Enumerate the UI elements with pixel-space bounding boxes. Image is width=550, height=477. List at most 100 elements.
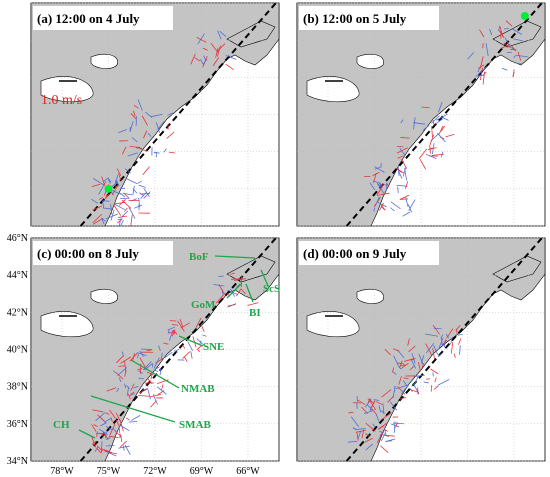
current-vector [419, 159, 427, 170]
current-vector [105, 412, 110, 415]
current-vector [384, 429, 389, 432]
panel-c-grid [31, 237, 279, 462]
current-vector [219, 30, 227, 37]
current-vector [119, 219, 124, 227]
current-vector [150, 113, 163, 118]
current-vector [117, 173, 122, 181]
lat-tick-label: 42°N [7, 307, 28, 318]
current-vector [217, 45, 221, 57]
current-vector [140, 192, 147, 200]
current-vector [438, 337, 444, 350]
current-vector [511, 46, 517, 52]
current-vector [377, 192, 390, 196]
current-vector [401, 158, 407, 169]
current-vector [431, 115, 440, 124]
current-vector [137, 180, 142, 184]
current-vector [127, 393, 131, 400]
current-vector [417, 361, 421, 371]
current-vector [139, 350, 144, 357]
current-vector [177, 320, 185, 332]
current-vector [440, 125, 446, 132]
region-label-gom: GoM [191, 299, 216, 311]
arrow-gom [226, 283, 242, 299]
current-vector [118, 129, 127, 134]
current-vector [396, 184, 408, 187]
current-vector [90, 198, 99, 204]
current-vector [147, 388, 151, 400]
current-vector [413, 122, 425, 125]
current-vector [100, 441, 103, 454]
current-vector [116, 219, 122, 224]
current-vector [399, 147, 405, 156]
current-vector [378, 405, 382, 413]
current-vector [138, 197, 140, 208]
current-vector [392, 348, 400, 352]
current-vector [225, 55, 237, 60]
current-vector [357, 399, 366, 406]
current-vector [392, 371, 397, 375]
current-vector [390, 201, 401, 210]
current-vector [139, 357, 147, 369]
current-vector [420, 355, 425, 364]
current-vector [363, 410, 374, 414]
current-vector [115, 175, 118, 184]
current-vector [443, 339, 446, 348]
current-vector [96, 431, 98, 438]
current-vector [431, 126, 433, 138]
current-vector [231, 278, 244, 280]
current-vector [122, 192, 133, 196]
current-vector [125, 417, 130, 421]
current-vector [397, 165, 400, 177]
arrow-bi [245, 283, 254, 303]
current-vector [218, 284, 226, 295]
panel-a-vectors [90, 30, 237, 228]
current-vector [396, 147, 408, 154]
current-vector [445, 333, 450, 339]
current-vector [161, 384, 164, 390]
current-vector [409, 388, 413, 392]
current-vector [167, 326, 175, 331]
current-vector [120, 210, 129, 218]
lat-tick-label: 38°N [7, 382, 28, 393]
current-vector [202, 47, 208, 51]
current-vector [154, 369, 159, 373]
panel-d-title: (d) 00:00 on 9 July [303, 246, 407, 261]
current-vector [380, 433, 386, 442]
current-vector [408, 199, 416, 211]
current-vector [124, 444, 131, 455]
current-vector [403, 357, 416, 362]
current-vector [124, 360, 127, 373]
current-vector [111, 184, 119, 196]
current-vector [138, 370, 143, 374]
current-vector [374, 166, 385, 173]
panel-b: (b) 12:00 on 5 July [296, 2, 546, 227]
current-vector [101, 431, 104, 437]
current-vector [94, 446, 99, 453]
region-label-nmab: NMAB [181, 383, 215, 395]
current-vector [107, 178, 112, 183]
current-vector [413, 117, 416, 130]
current-vector [369, 182, 376, 191]
current-vector [119, 440, 127, 448]
current-vector [504, 38, 511, 48]
current-vector [104, 194, 108, 199]
current-vector [350, 416, 360, 428]
current-vector [124, 383, 127, 389]
current-vector [212, 57, 220, 67]
current-vector [389, 401, 398, 411]
lon-tick-label: 69°W [190, 466, 214, 477]
current-vector [118, 426, 121, 434]
current-vector [385, 434, 395, 437]
current-vector [217, 30, 222, 40]
current-vector [113, 201, 126, 205]
current-vector [367, 398, 375, 404]
current-vector [159, 368, 162, 376]
current-vector [240, 275, 243, 288]
lat-tick-label: 34°N [7, 456, 28, 467]
current-vector [200, 59, 205, 66]
current-vector [158, 345, 161, 352]
current-vector [163, 342, 169, 345]
current-vector [132, 185, 135, 196]
panel-d-vectors [347, 324, 463, 453]
current-vector [364, 437, 373, 443]
